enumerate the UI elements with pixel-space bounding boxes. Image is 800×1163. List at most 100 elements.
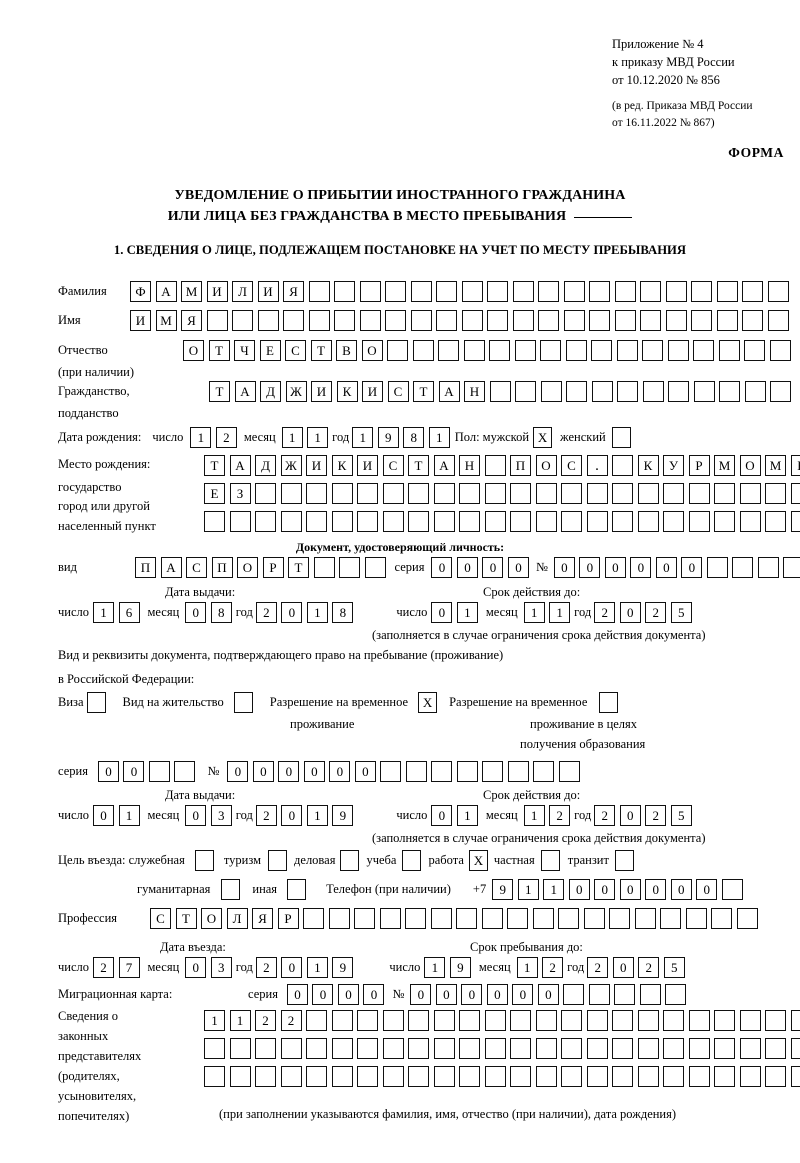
char-cell[interactable]: П (211, 557, 233, 578)
char-cell[interactable]: 0 (507, 557, 529, 578)
char-cell[interactable] (510, 1066, 531, 1087)
char-cell[interactable] (634, 908, 656, 929)
char-cell[interactable]: 1 (517, 879, 539, 900)
char-cell[interactable]: 9 (332, 805, 354, 826)
char-cell[interactable] (431, 761, 453, 782)
char-cell[interactable]: 0 (696, 879, 718, 900)
char-cell[interactable]: И (130, 310, 151, 331)
char-cell[interactable] (408, 1010, 429, 1031)
char-cell[interactable]: . (586, 455, 608, 476)
char-cell[interactable] (408, 1066, 429, 1087)
char-cell[interactable] (589, 310, 610, 331)
char-cell[interactable] (688, 1038, 710, 1059)
char-cell[interactable] (640, 310, 661, 331)
char-cell[interactable] (433, 483, 455, 504)
char-cell[interactable]: 9 (332, 957, 354, 978)
char-cell[interactable]: А (155, 281, 177, 302)
char-cell[interactable]: М (155, 310, 177, 331)
char-cell[interactable]: Т (208, 340, 230, 361)
purpose-private-checkbox[interactable] (540, 850, 560, 871)
representatives-input-2[interactable] (204, 1038, 800, 1059)
char-cell[interactable]: К (637, 455, 659, 476)
char-cell[interactable] (484, 1010, 506, 1031)
char-cell[interactable]: Р (262, 557, 284, 578)
char-cell[interactable] (385, 281, 406, 302)
char-cell[interactable] (718, 340, 740, 361)
char-cell[interactable] (489, 381, 511, 402)
char-cell[interactable] (561, 1010, 582, 1031)
char-cell[interactable] (663, 1010, 684, 1031)
char-cell[interactable]: 0 (461, 984, 483, 1005)
char-cell[interactable] (364, 557, 386, 578)
char-cell[interactable] (408, 511, 429, 532)
permit-temp-checkbox[interactable]: X (418, 692, 438, 713)
char-cell[interactable]: 0 (97, 761, 119, 782)
char-cell[interactable] (739, 1038, 761, 1059)
char-cell[interactable] (583, 908, 605, 929)
char-cell[interactable]: Т (310, 340, 332, 361)
char-cell[interactable] (663, 1038, 684, 1059)
char-cell[interactable]: 0 (619, 602, 641, 623)
char-cell[interactable] (382, 1038, 404, 1059)
char-cell[interactable] (535, 1066, 557, 1087)
char-cell[interactable]: 0 (579, 557, 601, 578)
char-cell[interactable] (714, 1010, 735, 1031)
char-cell[interactable] (586, 511, 608, 532)
permit-residence-checkbox[interactable] (233, 692, 253, 713)
char-cell[interactable] (354, 908, 375, 929)
char-cell[interactable] (612, 1066, 633, 1087)
char-cell[interactable] (663, 511, 684, 532)
char-cell[interactable]: 2 (587, 957, 609, 978)
char-cell[interactable]: Р (688, 455, 710, 476)
char-cell[interactable] (591, 381, 613, 402)
char-cell[interactable]: Е (259, 340, 281, 361)
char-cell[interactable]: 2 (594, 805, 616, 826)
char-cell[interactable] (637, 511, 659, 532)
char-cell[interactable]: 1 (307, 427, 329, 448)
char-cell[interactable] (566, 381, 587, 402)
char-cell[interactable] (514, 340, 536, 361)
char-cell[interactable]: 0 (612, 957, 634, 978)
char-cell[interactable]: Л (226, 908, 248, 929)
char-cell[interactable] (481, 908, 503, 929)
char-cell[interactable] (783, 557, 800, 578)
char-cell[interactable] (732, 557, 754, 578)
char-cell[interactable] (206, 310, 228, 331)
char-cell[interactable] (334, 281, 355, 302)
char-cell[interactable] (561, 483, 582, 504)
char-cell[interactable]: 0 (553, 557, 575, 578)
char-cell[interactable] (617, 381, 638, 402)
char-cell[interactable] (334, 310, 355, 331)
char-cell[interactable] (331, 511, 353, 532)
char-cell[interactable]: 6 (118, 602, 140, 623)
char-cell[interactable] (540, 340, 561, 361)
char-cell[interactable]: М (181, 281, 202, 302)
char-cell[interactable]: 3 (210, 805, 232, 826)
char-cell[interactable] (533, 761, 555, 782)
char-cell[interactable] (512, 281, 534, 302)
char-cell[interactable] (637, 1010, 659, 1031)
char-cell[interactable]: 1 (118, 805, 140, 826)
char-cell[interactable] (563, 281, 585, 302)
char-cell[interactable] (380, 761, 402, 782)
char-cell[interactable] (563, 984, 585, 1005)
char-cell[interactable]: 5 (670, 805, 692, 826)
char-cell[interactable]: Л (232, 281, 253, 302)
char-cell[interactable]: Т (204, 455, 225, 476)
char-cell[interactable] (331, 1038, 353, 1059)
char-cell[interactable] (586, 1038, 608, 1059)
char-cell[interactable]: 0 (281, 602, 303, 623)
char-cell[interactable] (410, 310, 432, 331)
char-cell[interactable]: 0 (594, 879, 616, 900)
char-cell[interactable] (459, 511, 480, 532)
char-cell[interactable]: Ж (285, 381, 307, 402)
char-cell[interactable]: А (438, 381, 460, 402)
